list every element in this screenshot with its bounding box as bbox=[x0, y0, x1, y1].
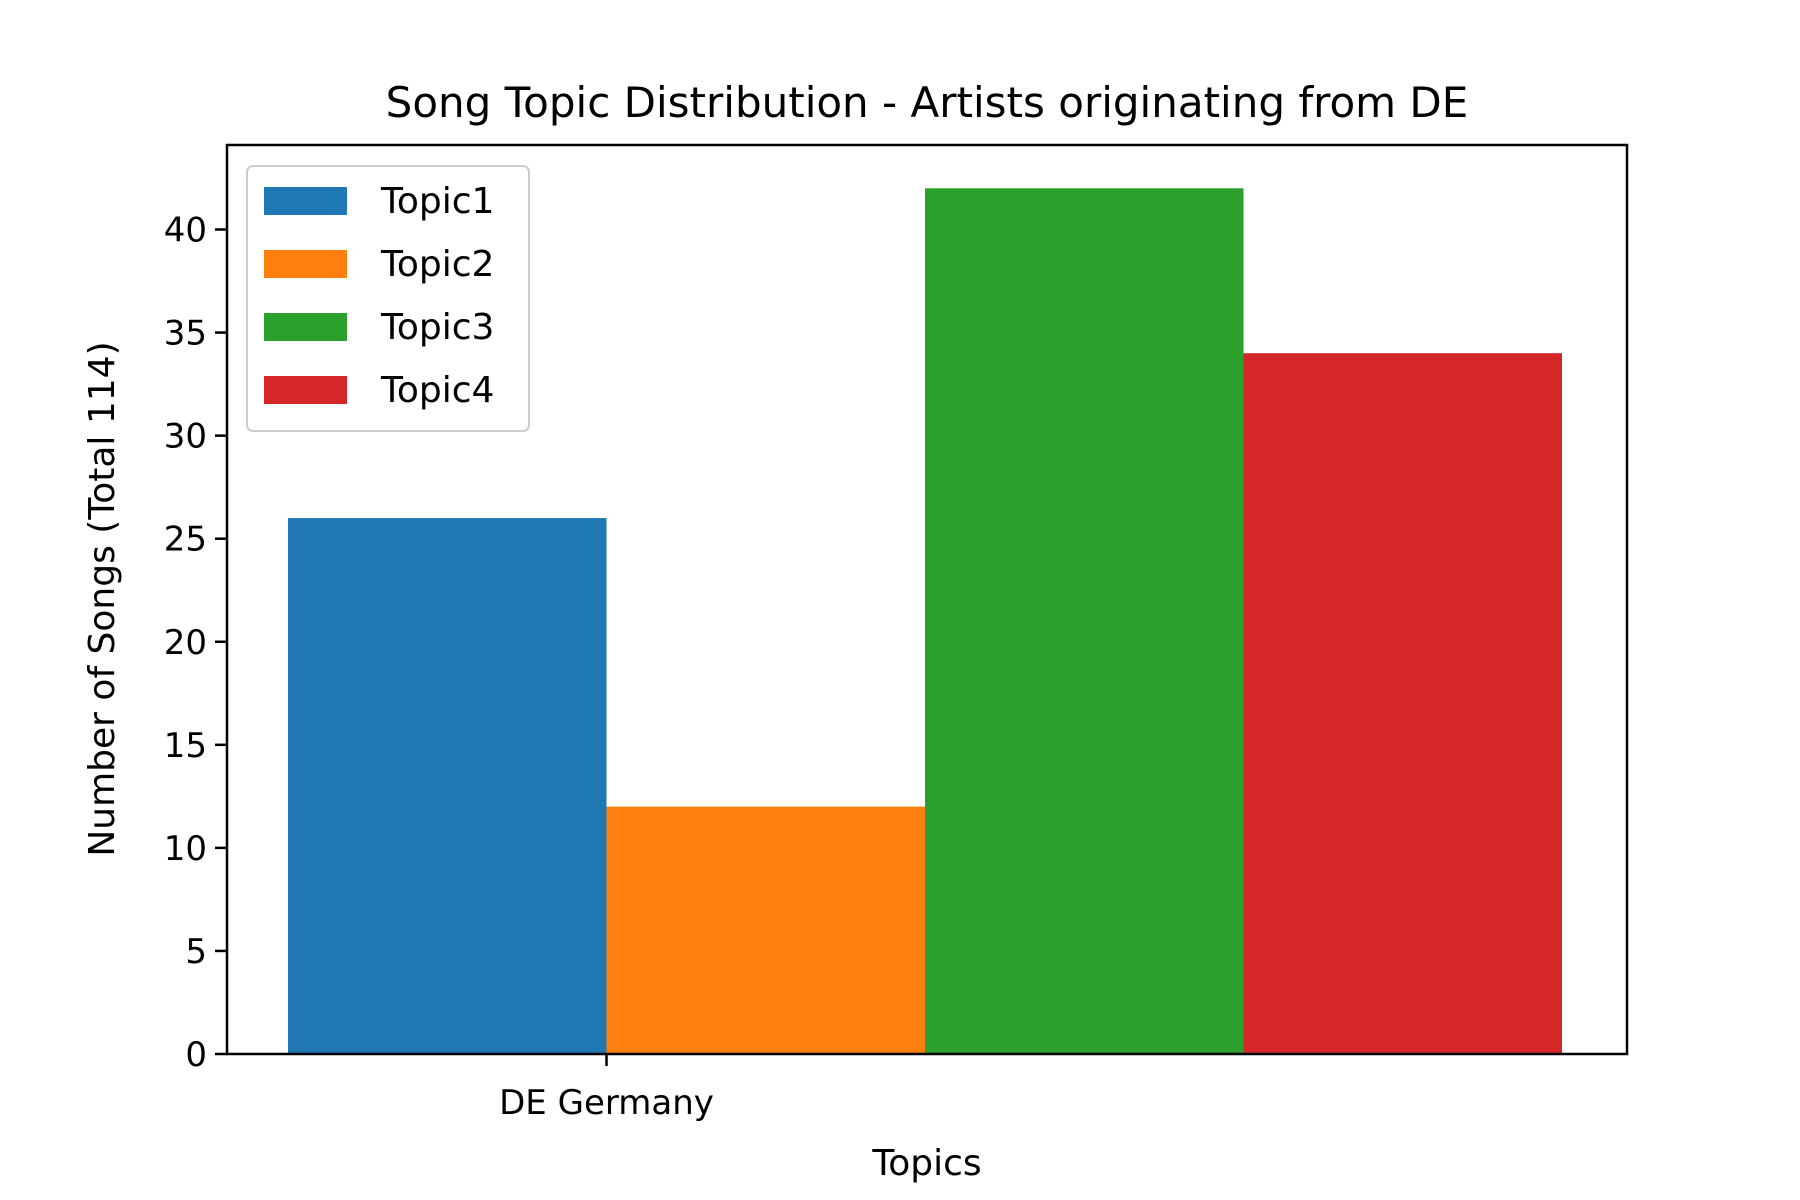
bar-topic1 bbox=[288, 518, 607, 1054]
bars-group bbox=[288, 188, 1562, 1055]
x-axis-ticks: DE Germany bbox=[499, 1054, 714, 1123]
legend: Topic1 Topic2 Topic3 Topic4 bbox=[246, 165, 530, 432]
bar-topic4 bbox=[1243, 353, 1562, 1054]
x-axis-label: Topics bbox=[871, 1143, 981, 1184]
y-axis-label: Number of Songs (Total 114) bbox=[82, 341, 123, 856]
legend-label-topic3: Topic3 bbox=[380, 307, 494, 348]
legend-swatch-topic4 bbox=[264, 376, 347, 404]
legend-swatch-topic2 bbox=[264, 250, 347, 278]
y-tick-label: 25 bbox=[164, 520, 207, 560]
y-tick-label: 40 bbox=[164, 211, 207, 251]
legend-label-topic4: Topic4 bbox=[380, 370, 494, 411]
bar-topic2 bbox=[606, 806, 925, 1054]
y-tick-label: 20 bbox=[164, 623, 207, 663]
legend-swatch-topic1 bbox=[264, 187, 347, 215]
legend-swatch-topic3 bbox=[264, 313, 347, 341]
legend-label-topic2: Topic2 bbox=[380, 244, 494, 285]
y-tick-label: 30 bbox=[164, 417, 207, 457]
y-tick-label: 0 bbox=[185, 1035, 207, 1075]
y-tick-label: 5 bbox=[185, 932, 207, 972]
legend-label-topic1: Topic1 bbox=[380, 181, 494, 222]
chart-title: Song Topic Distribution - Artists origin… bbox=[386, 78, 1469, 127]
y-tick-label: 35 bbox=[164, 314, 207, 354]
x-tick-label: DE Germany bbox=[499, 1083, 714, 1123]
plot-frame bbox=[225, 143, 1629, 1056]
y-tick-label: 10 bbox=[164, 829, 207, 869]
bar-topic3 bbox=[925, 188, 1244, 1055]
legend-frame bbox=[246, 165, 530, 432]
y-tick-label: 15 bbox=[164, 726, 207, 766]
y-axis-ticks: 0 5 10 15 20 25 30 35 40 bbox=[164, 211, 227, 1075]
